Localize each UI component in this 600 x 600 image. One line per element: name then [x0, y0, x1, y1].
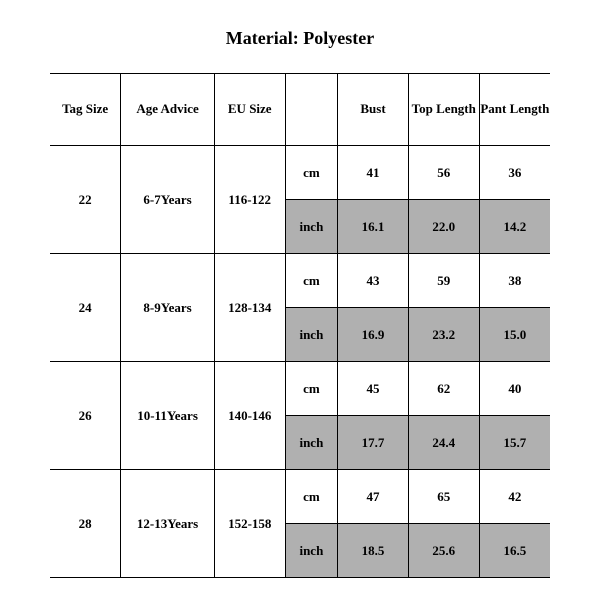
cell-bust-cm: 43 — [338, 254, 409, 308]
cell-bust-cm: 47 — [338, 470, 409, 524]
cell-eu-size: 152-158 — [214, 470, 285, 578]
table-body: 22 6-7Years 116-122 cm 41 56 36 inch 16.… — [50, 146, 550, 578]
cell-bust-inch: 16.1 — [338, 200, 409, 254]
cell-eu-size: 128-134 — [214, 254, 285, 362]
cell-tag-size: 22 — [50, 146, 121, 254]
cell-tag-size: 28 — [50, 470, 121, 578]
cell-pant-cm: 36 — [479, 146, 550, 200]
col-eu-size: EU Size — [214, 74, 285, 146]
col-age-advice: Age Advice — [121, 74, 215, 146]
cell-unit-cm: cm — [285, 254, 338, 308]
page-title: Material: Polyester — [0, 0, 600, 73]
cell-pant-cm: 40 — [479, 362, 550, 416]
cell-pant-inch: 16.5 — [479, 524, 550, 578]
col-tag-size: Tag Size — [50, 74, 121, 146]
cell-bust-cm: 45 — [338, 362, 409, 416]
col-top-length: Top Length — [408, 74, 479, 146]
cell-bust-cm: 41 — [338, 146, 409, 200]
cell-top-cm: 65 — [408, 470, 479, 524]
cell-eu-size: 116-122 — [214, 146, 285, 254]
table-header-row: Tag Size Age Advice EU Size Bust Top Len… — [50, 74, 550, 146]
cell-pant-inch: 15.0 — [479, 308, 550, 362]
size-chart-table: Tag Size Age Advice EU Size Bust Top Len… — [50, 73, 550, 578]
cell-age-advice: 6-7Years — [121, 146, 215, 254]
cell-unit-cm: cm — [285, 362, 338, 416]
cell-top-inch: 25.6 — [408, 524, 479, 578]
table-row: 28 12-13Years 152-158 cm 47 65 42 — [50, 470, 550, 524]
cell-unit-cm: cm — [285, 146, 338, 200]
col-bust: Bust — [338, 74, 409, 146]
col-pant-length: Pant Length — [479, 74, 550, 146]
cell-pant-cm: 38 — [479, 254, 550, 308]
cell-age-advice: 10-11Years — [121, 362, 215, 470]
cell-tag-size: 24 — [50, 254, 121, 362]
cell-age-advice: 8-9Years — [121, 254, 215, 362]
cell-top-inch: 23.2 — [408, 308, 479, 362]
cell-top-inch: 22.0 — [408, 200, 479, 254]
col-unit — [285, 74, 338, 146]
cell-unit-cm: cm — [285, 470, 338, 524]
cell-eu-size: 140-146 — [214, 362, 285, 470]
cell-top-cm: 56 — [408, 146, 479, 200]
cell-unit-inch: inch — [285, 308, 338, 362]
cell-tag-size: 26 — [50, 362, 121, 470]
cell-unit-inch: inch — [285, 200, 338, 254]
cell-top-cm: 62 — [408, 362, 479, 416]
cell-bust-inch: 16.9 — [338, 308, 409, 362]
cell-bust-inch: 18.5 — [338, 524, 409, 578]
cell-pant-inch: 15.7 — [479, 416, 550, 470]
cell-bust-inch: 17.7 — [338, 416, 409, 470]
cell-pant-inch: 14.2 — [479, 200, 550, 254]
cell-unit-inch: inch — [285, 524, 338, 578]
table-row: 26 10-11Years 140-146 cm 45 62 40 — [50, 362, 550, 416]
table-row: 22 6-7Years 116-122 cm 41 56 36 — [50, 146, 550, 200]
table-row: 24 8-9Years 128-134 cm 43 59 38 — [50, 254, 550, 308]
cell-unit-inch: inch — [285, 416, 338, 470]
cell-age-advice: 12-13Years — [121, 470, 215, 578]
cell-top-inch: 24.4 — [408, 416, 479, 470]
cell-pant-cm: 42 — [479, 470, 550, 524]
cell-top-cm: 59 — [408, 254, 479, 308]
